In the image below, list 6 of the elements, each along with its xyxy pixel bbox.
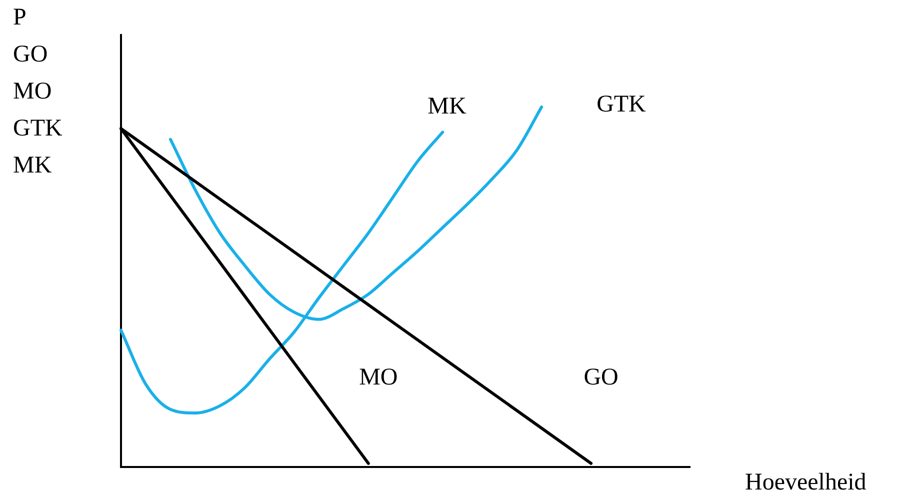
series-label: MO xyxy=(359,364,398,391)
x-axis-title: Hoeveelheid xyxy=(745,469,866,496)
series-label: MK xyxy=(428,93,467,120)
text: GO xyxy=(584,364,618,391)
y-axis-title: P GO MO GTK MK xyxy=(13,4,63,178)
text: GTK xyxy=(596,91,647,118)
